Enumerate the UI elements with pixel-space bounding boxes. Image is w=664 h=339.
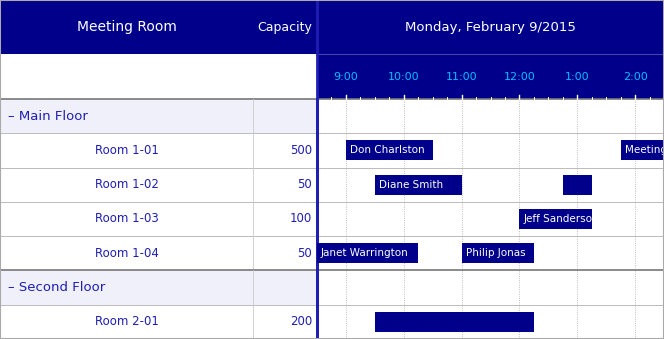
Text: Philip Jonas: Philip Jonas (465, 248, 525, 258)
Text: Jeff Sanderson: Jeff Sanderson (523, 214, 599, 224)
Text: Room 1-02: Room 1-02 (94, 178, 159, 191)
Bar (375, 175, 461, 195)
Bar (0, 167, 253, 202)
Text: – Second Floor: – Second Floor (8, 281, 106, 294)
Bar (317, 54, 664, 99)
Bar (317, 271, 664, 305)
Bar (563, 175, 592, 195)
Bar (317, 202, 664, 236)
Text: Capacity: Capacity (258, 20, 313, 34)
Bar (253, 305, 317, 339)
Text: 200: 200 (290, 315, 312, 328)
Text: 50: 50 (297, 178, 312, 191)
Bar (253, 202, 317, 236)
Text: Janet Warrington: Janet Warrington (321, 248, 409, 258)
Bar (253, 271, 317, 305)
Bar (0, 305, 253, 339)
Bar (253, 99, 317, 133)
Text: 11:00: 11:00 (446, 72, 477, 81)
Bar (253, 236, 317, 271)
Bar (317, 167, 664, 202)
Bar (253, 133, 317, 167)
Text: 100: 100 (290, 213, 312, 225)
Bar (461, 243, 534, 263)
Bar (253, 167, 317, 202)
Text: 9:00: 9:00 (333, 72, 359, 81)
Bar (0, 133, 253, 167)
Text: 10:00: 10:00 (388, 72, 420, 81)
Bar (519, 209, 592, 229)
Bar (317, 243, 418, 263)
Bar (621, 140, 664, 160)
Text: Room 1-04: Room 1-04 (94, 247, 159, 260)
Bar (0, 236, 253, 271)
Text: Meeting Room: Meeting Room (76, 20, 177, 34)
Bar (317, 99, 664, 133)
Text: Don Charlston: Don Charlston (350, 145, 424, 155)
Text: Monday, February 9/2015: Monday, February 9/2015 (405, 20, 576, 34)
Text: Diane Smith: Diane Smith (379, 180, 443, 190)
Bar (0, 0, 664, 54)
Text: 1:00: 1:00 (565, 72, 590, 81)
Text: Room 2-01: Room 2-01 (94, 315, 159, 328)
Text: 50: 50 (297, 247, 312, 260)
Bar (0, 202, 253, 236)
Text: Meeting Co: Meeting Co (625, 145, 664, 155)
Bar (375, 312, 534, 332)
Text: 500: 500 (290, 144, 312, 157)
Bar (317, 305, 664, 339)
Text: 2:00: 2:00 (623, 72, 647, 81)
Bar (317, 133, 664, 167)
Text: 12:00: 12:00 (503, 72, 535, 81)
Bar (0, 99, 253, 133)
Bar (317, 236, 664, 271)
Bar (346, 140, 433, 160)
Text: – Main Floor: – Main Floor (8, 109, 88, 123)
Text: Room 1-01: Room 1-01 (94, 144, 159, 157)
Text: Room 1-03: Room 1-03 (95, 213, 159, 225)
Bar (0, 271, 253, 305)
